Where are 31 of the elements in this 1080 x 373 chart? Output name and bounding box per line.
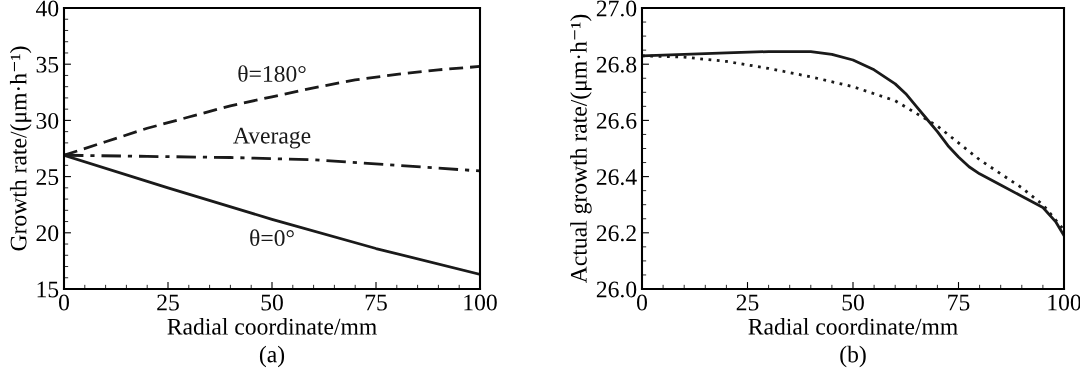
series-label: θ=180° <box>238 65 306 82</box>
y-tick-label: 27.0 <box>596 0 637 17</box>
y-tick-label: 20 <box>36 225 59 242</box>
y-tick-label: 26.6 <box>596 112 637 129</box>
y-axis-title: Actual growth rate/(μm·h⁻¹) <box>570 14 592 284</box>
x-tick-label: 100 <box>464 294 497 311</box>
x-tick-label: 75 <box>948 294 970 311</box>
x-tick-label: 75 <box>365 294 387 311</box>
x-tick-label: 50 <box>261 294 283 311</box>
text: (b) <box>840 345 866 368</box>
x-axis-title: Radial coordinate/mm <box>748 318 958 335</box>
x-tick-label: 0 <box>59 294 69 311</box>
text: (a) <box>259 345 285 368</box>
y-tick-label: 15 <box>37 281 59 298</box>
x-tick-label: 50 <box>842 294 864 311</box>
series-label: Average <box>233 127 311 149</box>
y-tick-label: 40 <box>35 0 59 17</box>
y-axis-title: Growth rate/(μm·h⁻¹) <box>9 46 32 251</box>
y-tick-label: 25 <box>36 169 59 186</box>
y-tick-label: 26.8 <box>596 56 637 73</box>
x-tick-label: 25 <box>736 294 759 311</box>
x-axis-title: Radial coordinate/mm <box>167 318 377 335</box>
series-label: θ=0° <box>250 229 294 247</box>
x-tick-label: 100 <box>1048 294 1080 311</box>
y-tick-label: 26.2 <box>596 225 636 242</box>
y-tick-label: 26.0 <box>596 281 637 298</box>
x-tick-label: 0 <box>637 294 647 311</box>
y-tick-label: 35 <box>36 56 59 73</box>
y-tick-label: 30 <box>36 112 59 129</box>
x-tick-label: 25 <box>157 294 179 311</box>
y-tick-label: 26.4 <box>596 169 637 186</box>
